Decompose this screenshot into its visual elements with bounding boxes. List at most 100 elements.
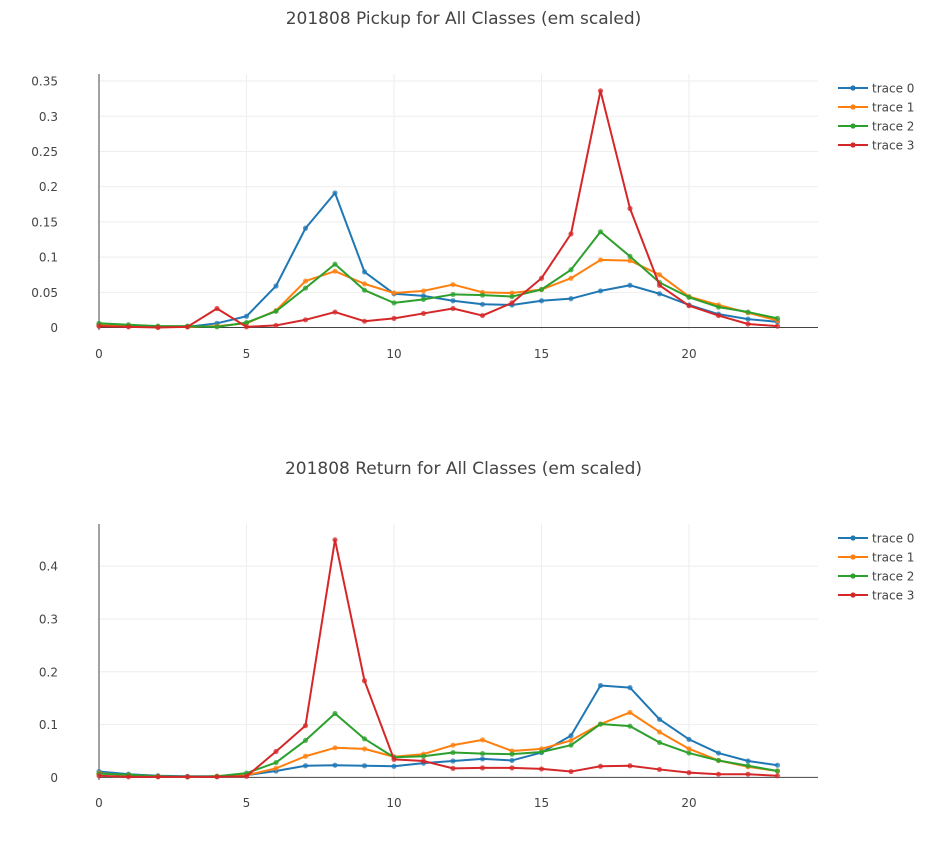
chart0-point-s3-x7[interactable] (302, 317, 309, 323)
chart1-point-s3-x4[interactable] (214, 774, 220, 780)
chart1-point-s2-x16[interactable] (568, 742, 574, 748)
chart0-legend-item-3[interactable]: trace 3 (838, 139, 914, 153)
chart0-point-s1-x17[interactable] (597, 257, 604, 263)
chart0-point-s0-x17[interactable] (597, 288, 604, 294)
chart1-point-s3-x2[interactable] (155, 774, 161, 780)
chart0-point-s1-x8[interactable] (332, 268, 338, 274)
chart0-point-s3-x13[interactable] (479, 312, 486, 319)
chart1-point-s0-x19[interactable] (656, 716, 663, 722)
chart0-point-s3-x21[interactable] (715, 312, 722, 319)
chart1-point-s0-x13[interactable] (479, 756, 486, 762)
chart1-point-s0-x20[interactable] (686, 736, 692, 742)
chart1-point-s2-x6[interactable] (273, 759, 279, 766)
chart1-point-s2-x8[interactable] (332, 710, 338, 717)
chart1-point-s3-x1[interactable] (125, 774, 132, 780)
chart1-point-s3-x17[interactable] (597, 763, 604, 769)
chart0-point-s1-x16[interactable] (568, 275, 574, 281)
chart1-point-s3-x15[interactable] (538, 766, 545, 772)
chart1-point-s3-x21[interactable] (715, 771, 722, 777)
chart1-legend-item-2[interactable]: trace 2 (838, 570, 914, 584)
chart0-point-s3-x10[interactable] (391, 315, 397, 321)
chart1-point-s2-x23[interactable] (774, 768, 781, 774)
chart0-point-s0-x18[interactable] (627, 282, 633, 288)
chart1-point-s1-x12[interactable] (450, 742, 456, 748)
chart1-point-s0-x17[interactable] (597, 682, 604, 689)
chart1-point-s3-x11[interactable] (420, 758, 427, 764)
chart1-point-s3-x20[interactable] (686, 770, 692, 776)
chart1-point-s0-x23[interactable] (774, 762, 781, 768)
chart1-point-s2-x18[interactable] (627, 723, 633, 729)
chart1-point-s0-x12[interactable] (450, 758, 456, 764)
chart0-point-s3-x12[interactable] (450, 305, 456, 312)
chart0-point-s3-x18[interactable] (627, 205, 633, 212)
chart0-point-s3-x16[interactable] (568, 231, 574, 237)
chart1-point-s2-x7[interactable] (302, 737, 309, 744)
chart0-legend-item-2[interactable]: trace 2 (838, 120, 914, 134)
chart0-point-s2-x22[interactable] (745, 309, 751, 315)
chart1-point-s2-x22[interactable] (745, 763, 751, 769)
chart1-point-s2-x21[interactable] (715, 757, 722, 764)
chart1-point-s2-x9[interactable] (361, 736, 368, 742)
chart0-point-s0-x7[interactable] (302, 225, 309, 231)
chart0-point-s3-x8[interactable] (332, 309, 338, 315)
chart0-point-s0-x22[interactable] (745, 316, 751, 322)
chart1-point-s3-x3[interactable] (184, 774, 191, 780)
chart0-point-s2-x7[interactable] (302, 285, 309, 291)
chart0-point-s3-x11[interactable] (420, 310, 427, 317)
chart0-point-s1-x18[interactable] (627, 258, 633, 264)
chart1-point-s0-x16[interactable] (568, 733, 574, 739)
chart0-point-s2-x5[interactable] (243, 320, 250, 326)
chart0-point-s2-x16[interactable] (568, 267, 574, 273)
chart0-point-s3-x3[interactable] (184, 324, 191, 330)
chart1-point-s3-x8[interactable] (332, 537, 338, 543)
chart0-point-s2-x4[interactable] (214, 324, 220, 330)
chart1-point-s0-x22[interactable] (745, 758, 751, 764)
chart1-point-s3-x14[interactable] (509, 765, 515, 771)
chart0-point-s3-x2[interactable] (155, 324, 161, 331)
chart0-point-s2-x12[interactable] (450, 291, 456, 298)
chart0-point-s2-x8[interactable] (332, 261, 338, 267)
chart1-point-s3-x6[interactable] (273, 748, 279, 755)
chart0-point-s1-x9[interactable] (361, 281, 368, 287)
chart0-point-s0-x13[interactable] (479, 301, 486, 307)
chart0-point-s2-x21[interactable] (715, 304, 722, 310)
chart0-legend-item-1[interactable]: trace 1 (838, 101, 914, 115)
chart0-point-s1-x10[interactable] (391, 290, 397, 296)
chart1-point-s1-x7[interactable] (302, 753, 309, 759)
chart1-point-s3-x7[interactable] (302, 723, 309, 729)
chart0-point-s2-x9[interactable] (361, 287, 368, 293)
chart0-point-s3-x23[interactable] (774, 323, 781, 329)
chart0-point-s2-x13[interactable] (479, 292, 486, 298)
chart1-point-s2-x19[interactable] (656, 739, 663, 746)
chart0-point-s3-x0[interactable] (96, 323, 102, 329)
chart1-point-s2-x15[interactable] (538, 749, 545, 755)
chart1-point-s1-x13[interactable] (479, 737, 486, 743)
chart1-legend-item-0[interactable]: trace 0 (838, 532, 914, 546)
chart1-point-s1-x6[interactable] (273, 765, 279, 771)
chart1-point-s3-x22[interactable] (745, 771, 751, 777)
chart1-point-s0-x10[interactable] (391, 763, 397, 769)
chart1-point-s2-x12[interactable] (450, 749, 456, 756)
chart0-point-s3-x15[interactable] (538, 275, 545, 281)
chart1-point-s1-x9[interactable] (361, 746, 368, 752)
chart1-point-s3-x12[interactable] (450, 765, 456, 771)
chart0-point-s0-x15[interactable] (538, 298, 545, 304)
chart0-point-s0-x16[interactable] (568, 296, 574, 302)
chart1-point-s1-x8[interactable] (332, 745, 338, 751)
chart0-point-s1-x12[interactable] (450, 281, 456, 288)
chart1-point-s3-x13[interactable] (479, 765, 486, 771)
chart0-point-s2-x17[interactable] (597, 229, 604, 235)
chart1-point-s1-x18[interactable] (627, 709, 633, 716)
chart0-point-s3-x20[interactable] (686, 303, 692, 309)
chart0-point-s3-x19[interactable] (656, 282, 663, 288)
chart0-point-s0-x9[interactable] (361, 269, 368, 275)
chart1-point-s3-x23[interactable] (774, 773, 781, 779)
chart1-point-s2-x14[interactable] (509, 751, 515, 757)
chart0-point-s3-x5[interactable] (243, 324, 250, 330)
chart0-point-s2-x14[interactable] (509, 293, 515, 300)
chart0-point-s2-x15[interactable] (538, 286, 545, 293)
chart1-point-s1-x16[interactable] (568, 737, 574, 744)
chart0-point-s3-x4[interactable] (214, 305, 220, 312)
chart0-point-s3-x9[interactable] (361, 318, 368, 324)
chart0-point-s2-x10[interactable] (391, 300, 397, 306)
